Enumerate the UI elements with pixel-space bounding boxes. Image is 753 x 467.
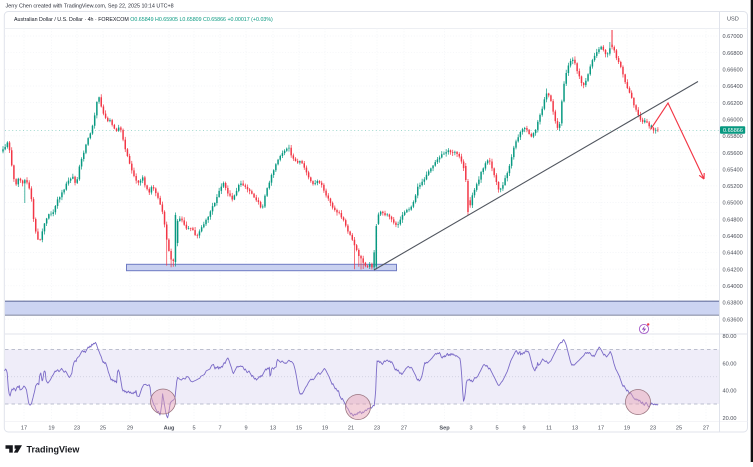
svg-text:13: 13 xyxy=(572,426,578,432)
svg-text:20.00: 20.00 xyxy=(723,416,737,422)
svg-text:15: 15 xyxy=(296,426,302,432)
svg-text:19: 19 xyxy=(322,426,328,432)
svg-text:27: 27 xyxy=(703,426,709,432)
svg-text:0.64000: 0.64000 xyxy=(723,284,743,290)
svg-text:USD: USD xyxy=(727,17,739,23)
svg-text:0.64200: 0.64200 xyxy=(723,267,743,273)
svg-text:Aug: Aug xyxy=(164,426,175,432)
svg-text:0.64600: 0.64600 xyxy=(723,234,743,240)
svg-text:23: 23 xyxy=(650,426,656,432)
svg-text:0.66000: 0.66000 xyxy=(723,118,743,124)
svg-text:11: 11 xyxy=(546,426,552,432)
svg-text:5: 5 xyxy=(495,426,498,432)
svg-text:0.65866: 0.65866 xyxy=(723,128,743,134)
svg-text:25: 25 xyxy=(676,426,682,432)
svg-text:40.00: 40.00 xyxy=(723,389,737,395)
svg-text:0.65400: 0.65400 xyxy=(723,167,743,173)
svg-text:60.00: 60.00 xyxy=(723,361,737,367)
svg-text:0.63600: 0.63600 xyxy=(723,317,743,323)
svg-text:19: 19 xyxy=(48,426,54,432)
svg-text:0.65000: 0.65000 xyxy=(723,201,743,207)
svg-text:0.63800: 0.63800 xyxy=(723,301,743,307)
svg-text:0.65800: 0.65800 xyxy=(723,134,743,140)
svg-text:3: 3 xyxy=(469,426,472,432)
svg-text:0.65200: 0.65200 xyxy=(723,184,743,190)
svg-text:7: 7 xyxy=(218,426,221,432)
svg-text:9: 9 xyxy=(244,426,247,432)
svg-text:23: 23 xyxy=(374,426,380,432)
svg-text:Sep: Sep xyxy=(439,426,450,432)
svg-text:0.66400: 0.66400 xyxy=(723,84,743,90)
svg-text:Australian Dollar / U.S. Dolla: Australian Dollar / U.S. Dollar · 4h · F… xyxy=(14,17,273,23)
svg-text:0.64800: 0.64800 xyxy=(723,217,743,223)
svg-text:23: 23 xyxy=(74,426,80,432)
svg-text:0.64400: 0.64400 xyxy=(723,251,743,257)
svg-text:5: 5 xyxy=(192,426,195,432)
svg-text:17: 17 xyxy=(21,426,27,432)
svg-text:19: 19 xyxy=(624,426,630,432)
svg-text:80.00: 80.00 xyxy=(723,334,737,340)
svg-text:21: 21 xyxy=(348,426,354,432)
svg-text:27: 27 xyxy=(401,426,407,432)
svg-text:0.66600: 0.66600 xyxy=(723,68,743,74)
svg-text:TradingView: TradingView xyxy=(27,444,81,454)
svg-text:17: 17 xyxy=(598,426,604,432)
svg-text:0.66200: 0.66200 xyxy=(723,101,743,107)
svg-text:29: 29 xyxy=(127,426,133,432)
svg-text:9: 9 xyxy=(522,426,525,432)
svg-text:Jerry Chen created with Tradin: Jerry Chen created with TradingView.com,… xyxy=(6,4,174,10)
svg-text:13: 13 xyxy=(270,426,276,432)
svg-text:0.66800: 0.66800 xyxy=(723,51,743,57)
svg-text:0.65600: 0.65600 xyxy=(723,151,743,157)
svg-text:0.67000: 0.67000 xyxy=(723,34,743,40)
svg-text:25: 25 xyxy=(100,426,106,432)
